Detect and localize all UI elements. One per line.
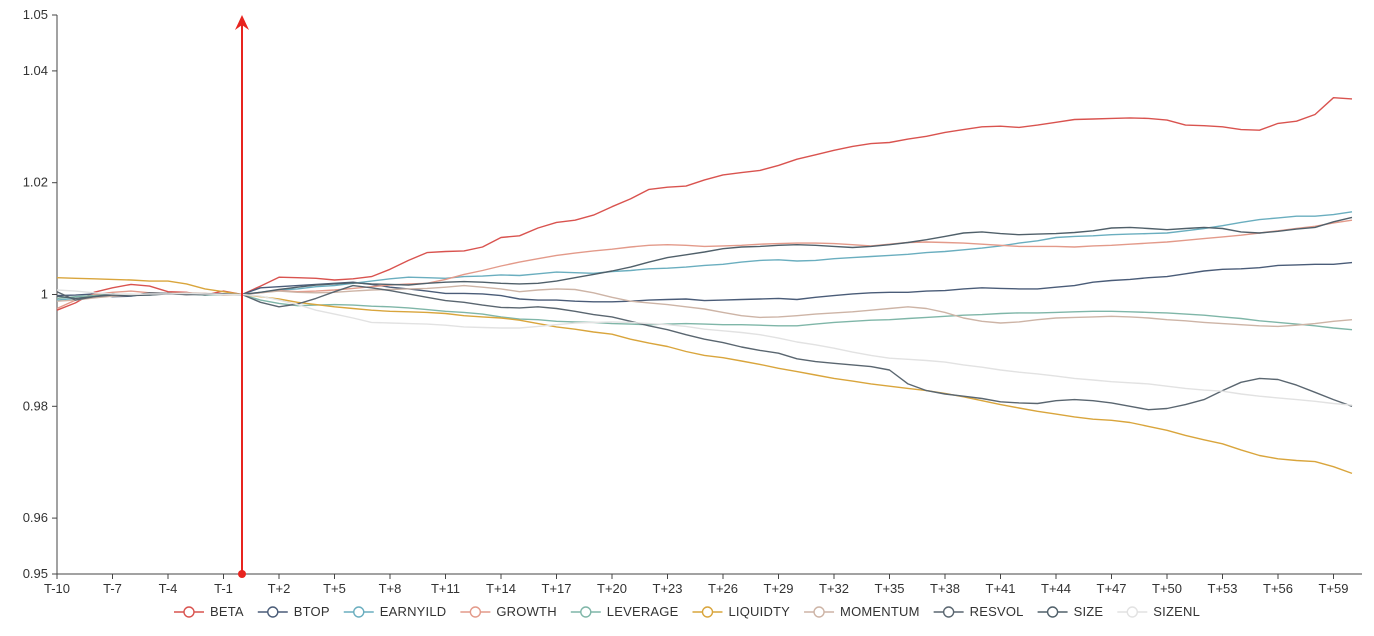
x-tick-label: T+56 — [1263, 581, 1293, 596]
x-axis: T-10 T-7 T-4 T-1 T+2 T+5 T+8 T+11 T+14 T+17 T+20 T+… — [44, 573, 1362, 596]
x-tick-label: T+17 — [542, 581, 572, 596]
x-tick-label: T+50 — [1152, 581, 1182, 596]
series-line-leverage — [56, 292, 1353, 331]
x-tick-label: T+38 — [930, 581, 960, 596]
legend-circle-icon — [580, 606, 592, 618]
y-tick-label: 1 — [41, 287, 48, 302]
legend-label: RESVOL — [970, 604, 1024, 619]
x-tick-label: T+23 — [653, 581, 683, 596]
x-tick-label: T+29 — [764, 581, 794, 596]
legend-circle-icon — [942, 606, 955, 618]
series-line-resvol — [56, 284, 1353, 411]
legend-label: EARNYILD — [380, 604, 447, 619]
x-tick-label: T+44 — [1041, 581, 1071, 596]
x-tick-label: T+53 — [1208, 581, 1238, 596]
legend-item-resvol[interactable]: RESVOL — [933, 604, 1024, 619]
y-tick-label: 1.05 — [23, 7, 48, 22]
x-tick-label: T+11 — [431, 581, 460, 596]
x-tick-label: T+26 — [708, 581, 738, 596]
legend-label: SIZENL — [1153, 604, 1200, 619]
y-tick-label: 0.96 — [23, 510, 48, 525]
legend-circle-icon — [183, 606, 195, 618]
series-line-earnyild — [56, 211, 1353, 301]
legend-circle-icon — [353, 606, 365, 618]
x-tick-label: T+35 — [875, 581, 905, 596]
x-tick-label: T+14 — [486, 581, 516, 596]
legend-label: BTOP — [294, 604, 330, 619]
legend-circle-icon — [267, 606, 279, 618]
x-tick-label: T+47 — [1097, 581, 1127, 596]
series-line-sizenl — [56, 289, 1353, 406]
series-line-beta — [56, 96, 1353, 311]
x-tick-label: T-1 — [214, 581, 233, 596]
series-line-size — [56, 216, 1353, 300]
x-tick-label: T-10 — [44, 581, 70, 596]
x-tick-label: T-4 — [159, 581, 178, 596]
series-line-liquidty — [56, 277, 1353, 475]
legend-item-size[interactable]: SIZE — [1037, 604, 1104, 619]
y-tick-label: 1.04 — [23, 63, 48, 78]
legend-circle-icon — [813, 606, 825, 618]
legend-label: SIZE — [1074, 604, 1104, 619]
legend-label: BETA — [210, 604, 244, 619]
series-layer — [56, 96, 1353, 475]
legend-item-sizenl[interactable]: SIZENL — [1117, 604, 1200, 619]
legend-circle-icon — [1046, 606, 1059, 618]
legend-label: LEVERAGE — [607, 604, 679, 619]
x-tick-label: T+41 — [986, 581, 1016, 596]
legend-item-btop[interactable]: BTOP — [257, 604, 330, 619]
legend-item-momentum[interactable]: MOMENTUM — [804, 604, 920, 619]
legend-circle-icon — [469, 606, 482, 618]
legend-item-earnyild[interactable]: EARNYILD — [343, 604, 447, 619]
legend-item-growth[interactable]: GROWTH — [460, 604, 557, 619]
event-marker — [235, 15, 249, 578]
x-tick-label: T+2 — [268, 581, 291, 596]
x-tick-label: T+20 — [597, 581, 627, 596]
event-marker-dot — [238, 570, 246, 578]
y-axis: 0.95 0.96 0.98 1 1.02 1.04 1.05 — [23, 7, 58, 581]
x-tick-label: T+59 — [1319, 581, 1349, 596]
y-tick-label: 0.95 — [23, 566, 48, 581]
legend-label: GROWTH — [496, 604, 556, 619]
x-tick-label: T+8 — [379, 581, 402, 596]
y-tick-label: 1.02 — [23, 175, 48, 190]
legend-item-beta[interactable]: BETA — [173, 604, 244, 619]
x-tick-label: T+5 — [323, 581, 346, 596]
x-tick-label: T+32 — [819, 581, 849, 596]
series-line-momentum — [56, 284, 1353, 328]
legend-item-liquidty[interactable]: LIQUIDTY — [692, 604, 790, 619]
legend-circle-icon — [1126, 606, 1138, 618]
legend: BETA BTOP EARNYILD GROWTH LEVERAGE LIQUIDTY MO… — [173, 604, 1200, 619]
legend-label: LIQUIDTY — [728, 604, 790, 619]
event-marker-arrowhead — [235, 15, 249, 30]
legend-label: MOMENTUM — [840, 604, 920, 619]
series-line-btop — [56, 261, 1353, 303]
y-tick-label: 0.98 — [23, 398, 48, 413]
x-tick-label: T-7 — [103, 581, 122, 596]
legend-item-leverage[interactable]: LEVERAGE — [570, 604, 679, 619]
legend-circle-icon — [701, 606, 714, 618]
